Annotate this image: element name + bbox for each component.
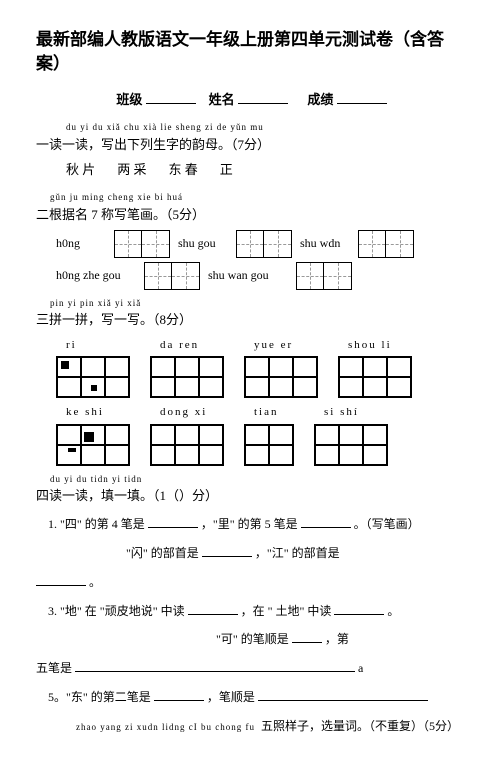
q2-text-c: 。 <box>89 575 101 589</box>
tian-grid[interactable] <box>150 356 224 398</box>
q4-text-a: "可" 的笔顺是 <box>216 632 289 646</box>
q1: 1. "四" 的第 4 笔是 ，"里" 的第 5 笔是 。（写笔画） <box>36 513 467 536</box>
q2: "闪" 的部首是 ，"江" 的部首是 <box>36 542 467 565</box>
pin-col: ri <box>56 337 130 399</box>
q1-text-a: 1. "四" 的第 4 笔是 <box>48 517 145 531</box>
sec3-pinyin: pin yi pin xiǎ yi xiǎ <box>50 296 467 310</box>
pin-label: si shí <box>314 404 359 422</box>
sec5-text: 五照样子，选量词。（不重复）（5分） <box>261 719 459 733</box>
pin-label: shou li <box>338 337 392 355</box>
tian-grid[interactable] <box>56 424 130 466</box>
q4-text-b: ，第 <box>325 632 349 646</box>
pin-col: dong xi <box>150 404 224 466</box>
blank[interactable] <box>301 516 351 528</box>
blank[interactable] <box>154 689 204 701</box>
sec2-pinyin: gǔn ju ming cheng xie bi huá <box>50 190 467 204</box>
name-blank[interactable] <box>238 90 288 104</box>
score-blank[interactable] <box>337 90 387 104</box>
q5-text-a: 5。"东" 的第二笔是 <box>48 690 151 704</box>
q3-text-b: ，在 " 土地" 中读 <box>241 604 332 618</box>
q5-text-b: ，笔顺是 <box>207 690 255 704</box>
sec4-pinyin: du yi du tidn yi tidn <box>50 472 467 486</box>
pin-col: tian <box>244 404 294 466</box>
q4-cont: 五笔是 a <box>36 657 467 680</box>
sec5: zhao yang zi xudn lidng cI bu chong fu 五… <box>36 715 467 738</box>
tian-grid[interactable] <box>244 356 318 398</box>
mi-grid[interactable] <box>358 230 414 258</box>
mi-grid[interactable] <box>114 230 170 258</box>
pin-col: yue er <box>244 337 318 399</box>
char-item: 秋 片 <box>66 160 95 181</box>
stroke-row-2: h0ng zhe gou shu wan gou <box>36 262 467 290</box>
q1-text-c: 。（写笔画） <box>354 517 420 531</box>
doc-title: 最新部编人教版语文一年级上册第四单元测试卷（含答案） <box>36 28 467 76</box>
blank[interactable] <box>334 603 384 615</box>
stroke-label: shu gou <box>178 234 228 253</box>
stroke-label: shu wan gou <box>208 266 288 285</box>
blank[interactable] <box>148 516 198 528</box>
blank[interactable] <box>202 545 252 557</box>
pin-col: shou li <box>338 337 412 399</box>
blank[interactable] <box>36 574 86 586</box>
sec2-head: 二根据名 7 称写笔画。（5分） <box>36 205 467 226</box>
pin-label: ke shi <box>56 404 104 422</box>
char-item: 两 采 <box>117 160 146 181</box>
q5: 5。"东" 的第二笔是 ，笔顺是 <box>36 686 467 709</box>
header-fields: 班级 姓名 成绩 <box>36 90 467 111</box>
pin-label: tian <box>244 404 279 422</box>
blank[interactable] <box>75 660 355 672</box>
class-blank[interactable] <box>146 90 196 104</box>
stroke-label: shu wdn <box>300 234 350 253</box>
pin-label: da ren <box>150 337 199 355</box>
blank[interactable] <box>188 603 238 615</box>
mi-grid[interactable] <box>144 262 200 290</box>
q2-text-b: ，"江" 的部首是 <box>255 546 340 560</box>
q3-text-c: 。 <box>387 604 399 618</box>
sec5-pinyin: zhao yang zi xudn lidng cI bu chong fu <box>76 722 255 732</box>
tian-grid[interactable] <box>150 424 224 466</box>
pin-col: da ren <box>150 337 224 399</box>
tian-grid[interactable] <box>244 424 294 466</box>
pin-label: ri <box>56 337 77 355</box>
sec4-head: 四读一读，填一填。（1（）分） <box>36 486 467 507</box>
sec1-head: 一读一读，写出下列生字的韵母。（7分） <box>36 135 467 156</box>
sec3-row1: ri da ren yue er shou li <box>36 337 467 399</box>
pin-label: dong xi <box>150 404 207 422</box>
q3: 3. "地" 在 "顽皮地说" 中读 ，在 " 土地" 中读 。 <box>36 600 467 623</box>
stroke-label: h0ng <box>56 234 106 253</box>
sec1-chars: 秋 片 两 采 东 春 正 <box>36 160 467 181</box>
class-label: 班级 <box>116 92 142 107</box>
q1-text-b: ，"里" 的第 5 笔是 <box>201 517 298 531</box>
pin-label: yue er <box>244 337 293 355</box>
char-item: 正 <box>220 160 233 181</box>
q4: "可" 的笔顺是 ，第 <box>36 628 467 651</box>
q2-text-a: "闪" 的部首是 <box>126 546 199 560</box>
blank[interactable] <box>292 631 322 643</box>
q4-text-d: a <box>358 661 363 675</box>
blank[interactable] <box>258 689 428 701</box>
char-item: 东 春 <box>169 160 198 181</box>
pin-col: si shí <box>314 404 388 466</box>
sec1-pinyin: du yi du xiǎ chu xià lie sheng zi de yǔn… <box>66 120 467 134</box>
mi-grid[interactable] <box>236 230 292 258</box>
score-label: 成绩 <box>307 92 333 107</box>
tian-grid[interactable] <box>338 356 412 398</box>
q2-cont: 。 <box>36 571 467 594</box>
q4-text-c: 五笔是 <box>36 661 72 675</box>
tian-grid[interactable] <box>56 356 130 398</box>
q3-text-a: 3. "地" 在 "顽皮地说" 中读 <box>48 604 185 618</box>
stroke-label: h0ng zhe gou <box>56 266 136 285</box>
mi-grid[interactable] <box>296 262 352 290</box>
stroke-row-1: h0ng shu gou shu wdn <box>36 230 467 258</box>
name-label: 姓名 <box>209 92 235 107</box>
sec3-head: 三拼一拼，写一写。（8分） <box>36 310 467 331</box>
sec3-row2: ke shi dong xi tian si shí <box>36 404 467 466</box>
pin-col: ke shi <box>56 404 130 466</box>
tian-grid[interactable] <box>314 424 388 466</box>
